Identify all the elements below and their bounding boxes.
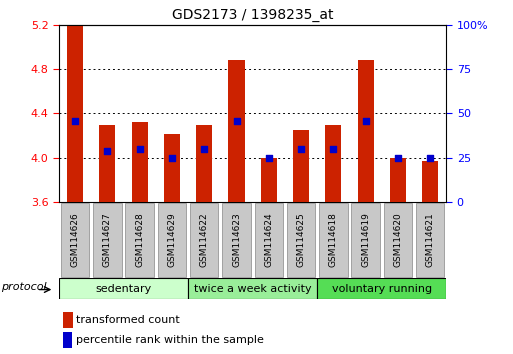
Bar <box>196 125 212 202</box>
Text: percentile rank within the sample: percentile rank within the sample <box>76 335 264 345</box>
Point <box>200 146 208 152</box>
Text: sedentary: sedentary <box>95 284 152 293</box>
Point <box>168 155 176 160</box>
Bar <box>63 332 72 348</box>
Text: GSM114623: GSM114623 <box>232 212 241 267</box>
Text: GSM114618: GSM114618 <box>329 212 338 267</box>
Bar <box>132 122 148 202</box>
Text: GSM114627: GSM114627 <box>103 212 112 267</box>
Bar <box>67 27 83 202</box>
Bar <box>293 130 309 202</box>
Bar <box>164 134 180 202</box>
Bar <box>261 158 277 202</box>
Bar <box>254 202 283 277</box>
Bar <box>158 202 186 277</box>
Point <box>329 146 338 152</box>
Bar <box>384 202 412 277</box>
Bar <box>126 202 154 277</box>
Text: GSM114628: GSM114628 <box>135 212 144 267</box>
Bar <box>358 60 373 202</box>
Bar <box>228 60 245 202</box>
Point <box>265 155 273 160</box>
Text: transformed count: transformed count <box>76 315 180 325</box>
Text: GSM114621: GSM114621 <box>426 212 435 267</box>
Text: voluntary running: voluntary running <box>332 284 432 293</box>
Bar <box>93 202 122 277</box>
Text: GSM114626: GSM114626 <box>71 212 80 267</box>
Point <box>232 118 241 124</box>
Bar <box>422 161 438 202</box>
Point <box>135 146 144 152</box>
Bar <box>325 125 342 202</box>
Point <box>426 155 435 160</box>
Text: GSM114622: GSM114622 <box>200 212 209 267</box>
Bar <box>190 202 219 277</box>
Bar <box>390 158 406 202</box>
Bar <box>416 202 444 277</box>
Title: GDS2173 / 1398235_at: GDS2173 / 1398235_at <box>172 8 333 22</box>
Bar <box>100 125 115 202</box>
Text: GSM114625: GSM114625 <box>297 212 306 267</box>
Bar <box>317 278 446 299</box>
Point <box>362 118 370 124</box>
Text: protocol: protocol <box>1 282 47 292</box>
Text: GSM114624: GSM114624 <box>264 212 273 267</box>
Bar <box>222 202 251 277</box>
Bar <box>188 278 317 299</box>
Bar <box>351 202 380 277</box>
Text: twice a week activity: twice a week activity <box>194 284 311 293</box>
Bar <box>319 202 347 277</box>
Point <box>71 118 79 124</box>
Point <box>103 148 111 154</box>
Text: GSM114620: GSM114620 <box>393 212 402 267</box>
Point <box>297 146 305 152</box>
Text: GSM114629: GSM114629 <box>167 212 176 267</box>
Bar <box>61 202 89 277</box>
Bar <box>287 202 315 277</box>
Point <box>394 155 402 160</box>
Bar <box>63 312 73 329</box>
Text: GSM114619: GSM114619 <box>361 212 370 267</box>
Bar <box>59 278 188 299</box>
